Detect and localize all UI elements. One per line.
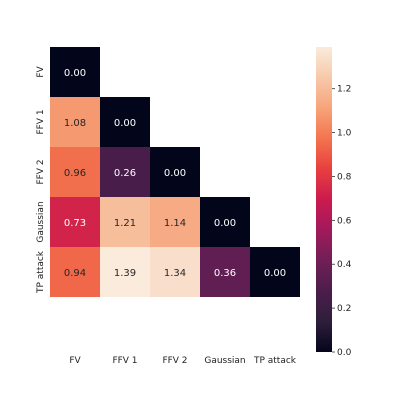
heatmap-cell-value: 0.73: [64, 218, 86, 229]
heatmap-cell-value: 1.34: [164, 268, 186, 279]
heatmap-cell-value: 0.26: [114, 168, 136, 179]
colorbar-tick-label: 0.0: [337, 348, 352, 358]
x-tick-label: TP attack: [253, 356, 297, 366]
heatmap-cell-value: 0.00: [264, 268, 286, 279]
y-axis-tick-labels: FV FFV 1 FFV 2 Gaussian TP attack: [36, 65, 46, 294]
x-tick-label: FFV 1: [112, 356, 137, 366]
heatmap-cell-value: 0.00: [214, 218, 236, 229]
heatmap-cell-value: 0.00: [64, 68, 86, 79]
heatmap-cell-gaussian-fv: [50, 197, 100, 247]
heatmap-cell-tp-attack-fv: [50, 247, 100, 297]
y-tick-label: FFV 1: [36, 109, 46, 134]
x-axis-tick-labels: FV FFV 1 FFV 2 Gaussian TP attack: [69, 356, 296, 366]
heatmap-cell-value: 1.14: [164, 218, 186, 229]
heatmap-cell-fv-fv: [50, 47, 100, 97]
heatmap-cell-value: 0.96: [64, 168, 86, 179]
heatmap-cell-ffv-1-fv: [50, 97, 100, 147]
heatmap-cell-ffv-2-ffv-1: [100, 147, 150, 197]
heatmap-cell-tp-attack-ffv-1: [100, 247, 150, 297]
heatmap-cell-ffv-2-fv: [50, 147, 100, 197]
y-tick-label: FFV 2: [36, 159, 46, 184]
y-tick-label: Gaussian: [36, 201, 46, 242]
heatmap-cell-tp-attack-ffv-2: [150, 247, 200, 297]
heatmap-cell-value: 1.08: [64, 118, 86, 129]
x-tick-label: FFV 2: [162, 356, 187, 366]
colorbar-tick-label: 1.2: [337, 85, 351, 95]
colorbar-tick-label: 0.2: [337, 304, 351, 314]
heatmap-cell-value: 1.39: [114, 268, 136, 279]
heatmap-cell-value: 0.00: [164, 168, 186, 179]
colorbar: 0.0 0.2 0.4 0.6 0.8 1.0 1.2: [316, 47, 352, 358]
y-tick-label: TP attack: [36, 250, 46, 294]
y-tick-label: FV: [36, 65, 46, 77]
colorbar-tick-label: 0.4: [337, 260, 352, 270]
x-tick-label: FV: [69, 356, 81, 366]
heatmap-cell-gaussian-gaussian: [200, 197, 250, 247]
heatmap-cell-gaussian-ffv-2: [150, 197, 200, 247]
heatmap-cell-value: 0.94: [64, 268, 86, 279]
heatmap-cell-tp-attack-tp-attack: [250, 247, 300, 297]
colorbar-tick-label: 0.6: [337, 216, 352, 226]
heatmap-cell-value: 1.21: [114, 218, 136, 229]
colorbar-tick-label: 1.0: [337, 129, 352, 139]
heatmap-cells: 0.00 1.08 0.00 0.96 0.26 0.00 0.73 1.21 1.14 0.00…: [50, 47, 300, 297]
colorbar-gradient: [316, 47, 332, 352]
heatmap-cell-ffv-2-ffv-2: [150, 147, 200, 197]
heatmap-cell-value: 0.36: [214, 268, 236, 279]
heatmap-cell-ffv-1-ffv-1: [100, 97, 150, 147]
heatmap-cell-value: 0.00: [114, 118, 136, 129]
heatmap-cell-tp-attack-gaussian: [200, 247, 250, 297]
heatmap-cell-gaussian-ffv-1: [100, 197, 150, 247]
x-tick-label: Gaussian: [204, 356, 245, 366]
colorbar-tick-label: 0.8: [337, 172, 352, 182]
